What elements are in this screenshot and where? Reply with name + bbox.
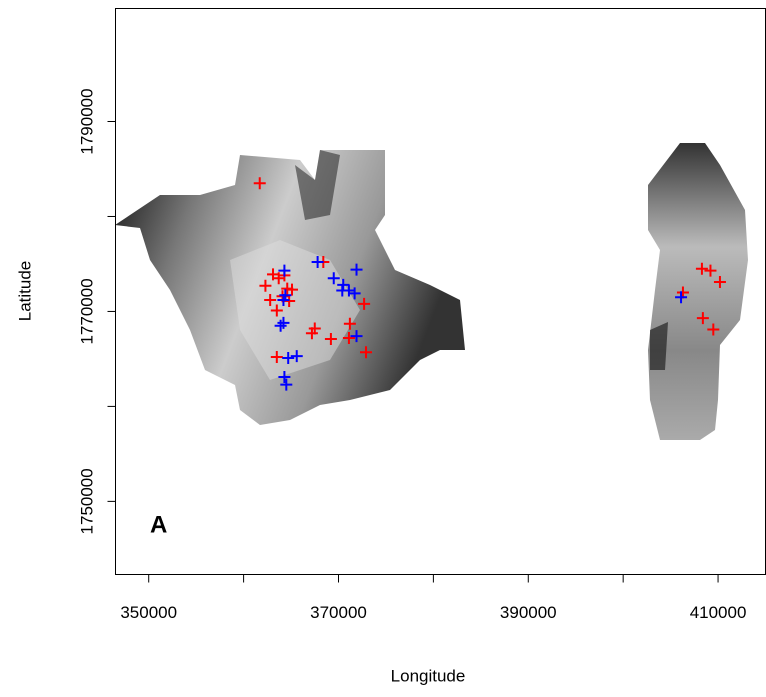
- x-tick-label: 390000: [500, 603, 557, 622]
- chart: A Longitude Latitude 350000 370000 390000 4…: [0, 0, 766, 697]
- y-tick-label: 1790000: [77, 88, 96, 154]
- x-axis-label: Longitude: [391, 666, 466, 685]
- terrain: [115, 143, 748, 440]
- x-tick-label: 370000: [310, 603, 367, 622]
- y-tick-label: 1770000: [77, 278, 96, 344]
- y-tick-label: 1750000: [77, 468, 96, 534]
- y-axis-label: Latitude: [15, 261, 34, 322]
- x-tick-label: 410000: [690, 603, 747, 622]
- x-tick-label: 350000: [120, 603, 177, 622]
- panel-label: A: [150, 511, 167, 538]
